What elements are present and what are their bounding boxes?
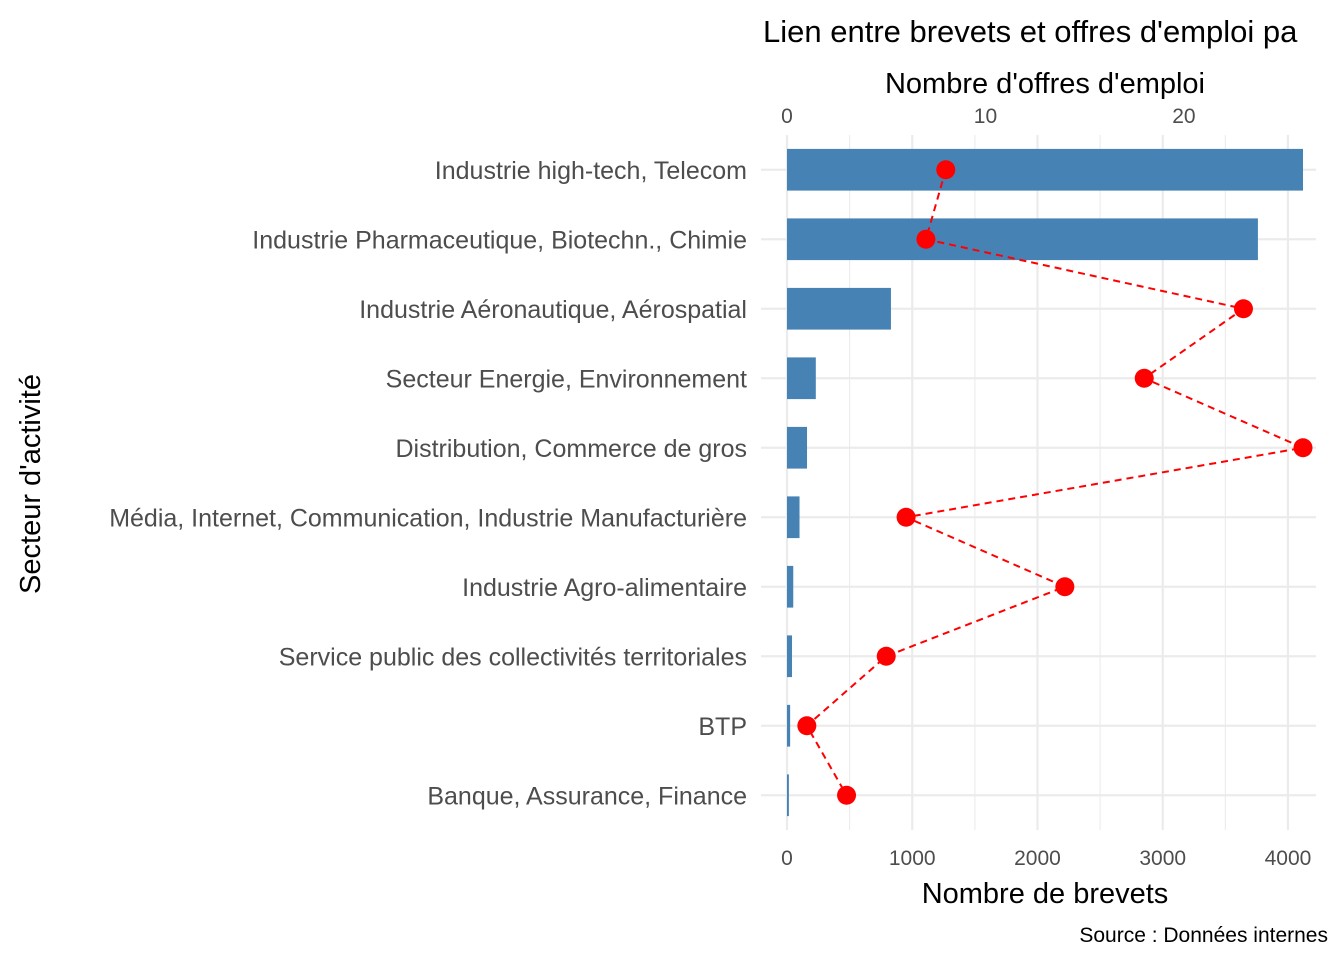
data-point bbox=[1294, 438, 1313, 457]
category-label: Service public des collectivités territo… bbox=[279, 643, 747, 671]
x-tick-label: 2000 bbox=[1014, 847, 1061, 870]
data-point bbox=[837, 786, 856, 805]
data-point bbox=[877, 647, 896, 666]
data-point bbox=[916, 230, 935, 249]
x2-tick-label: 20 bbox=[1172, 105, 1195, 128]
bar bbox=[787, 774, 789, 816]
category-label: BTP bbox=[698, 713, 747, 741]
data-point bbox=[1135, 369, 1154, 388]
bar bbox=[787, 357, 816, 399]
bar bbox=[787, 149, 1303, 191]
top-axis-ticks: 0 10 20 bbox=[781, 105, 1195, 128]
data-point bbox=[1055, 577, 1074, 596]
chart-title: Lien entre brevets et offres d'emploi pa bbox=[763, 14, 1298, 49]
x2-tick-label: 0 bbox=[781, 105, 793, 128]
data-point bbox=[1234, 299, 1253, 318]
x-tick-label: 1000 bbox=[889, 847, 936, 870]
category-label: Distribution, Commerce de gros bbox=[395, 435, 747, 463]
category-label: Média, Internet, Communication, Industri… bbox=[109, 504, 747, 532]
bar bbox=[787, 566, 793, 608]
category-label: Industrie Agro-alimentaire bbox=[462, 574, 747, 602]
bar bbox=[787, 705, 790, 747]
x-tick-label: 3000 bbox=[1139, 847, 1186, 870]
top-axis-title: Nombre d'offres d'emploi bbox=[885, 68, 1205, 100]
bar bbox=[787, 218, 1258, 260]
caption: Source : Données internes bbox=[1079, 924, 1328, 947]
category-labels: Industrie high-tech, Telecom Industrie Ph… bbox=[109, 157, 747, 811]
x-tick-label: 4000 bbox=[1265, 847, 1312, 870]
y-axis-title: Secteur d'activité bbox=[15, 374, 47, 594]
x-tick-label: 0 bbox=[781, 847, 793, 870]
bottom-axis-ticks: 0 1000 2000 3000 4000 bbox=[781, 847, 1311, 870]
category-label: Secteur Energie, Environnement bbox=[386, 365, 747, 393]
category-label: Industrie high-tech, Telecom bbox=[435, 157, 747, 185]
category-label: Industrie Aéronautique, Aérospatial bbox=[359, 296, 747, 324]
data-point bbox=[797, 716, 816, 735]
job-offers-line bbox=[807, 170, 1303, 796]
bar bbox=[787, 635, 792, 677]
category-label: Industrie Pharmaceutique, Biotechn., Chi… bbox=[252, 226, 747, 254]
data-point bbox=[936, 160, 955, 179]
bar bbox=[787, 496, 800, 538]
category-label: Banque, Assurance, Finance bbox=[427, 782, 747, 810]
x2-tick-label: 10 bbox=[974, 105, 997, 128]
job-offers-line-path bbox=[807, 170, 1303, 796]
bottom-axis-title: Nombre de brevets bbox=[922, 878, 1169, 910]
data-point bbox=[897, 508, 916, 527]
bar bbox=[787, 427, 807, 469]
bar bbox=[787, 288, 891, 330]
